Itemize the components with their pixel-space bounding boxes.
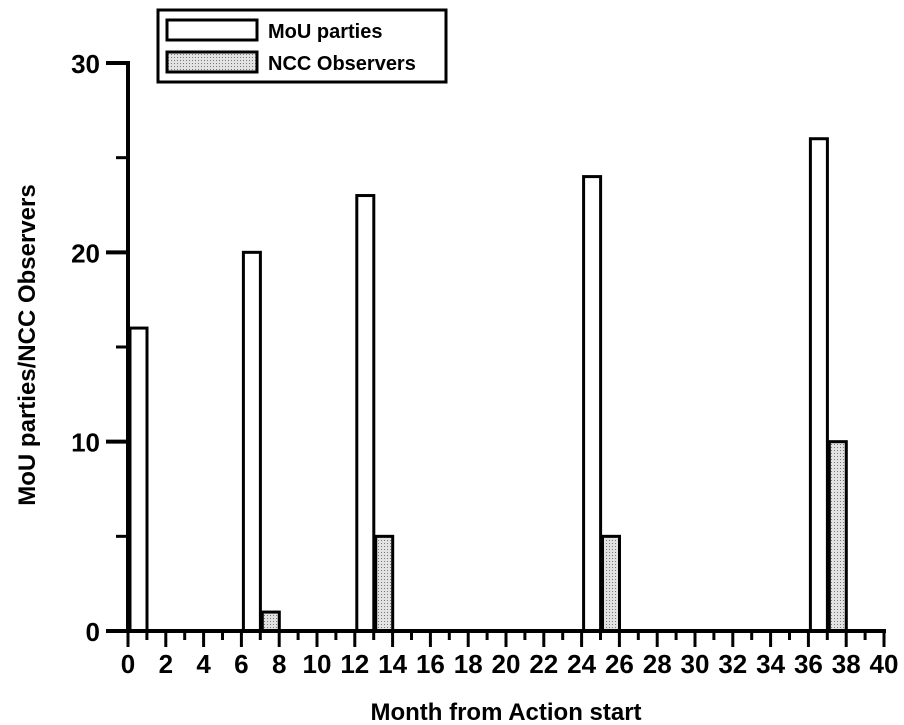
x-tick-label-6: 6 (234, 649, 248, 679)
x-tick-label-36: 36 (794, 649, 823, 679)
x-tick-label-14: 14 (378, 649, 407, 679)
x-tick-label-34: 34 (756, 649, 785, 679)
x-tick-label-28: 28 (643, 649, 672, 679)
x-tick-label-38: 38 (832, 649, 861, 679)
bar-ncc-observers-month-6 (260, 610, 281, 633)
y-tick-label-20: 20 (71, 238, 100, 268)
x-tick-label-2: 2 (159, 649, 173, 679)
x-tick-label-18: 18 (454, 649, 483, 679)
x-tick-label-40: 40 (870, 649, 899, 679)
bar-mou-parties-month-36 (808, 137, 829, 633)
bar-mou-parties-month-12 (355, 194, 376, 633)
x-tick-label-10: 10 (303, 649, 332, 679)
x-tick-label-20: 20 (492, 649, 521, 679)
x-tick-label-32: 32 (718, 649, 747, 679)
x-tick-label-26: 26 (605, 649, 634, 679)
legend: MoU parties NCC Observers (156, 8, 448, 84)
x-axis-label: Month from Action start (370, 699, 641, 725)
legend-label-mou-parties: MoU parties (268, 21, 382, 43)
x-tick-label-12: 12 (340, 649, 369, 679)
bar-ncc-observers-month-12 (374, 534, 395, 633)
legend-swatch-mou-parties (165, 18, 259, 42)
bar-mou-parties-month-24 (582, 175, 603, 633)
x-tick-label-0: 0 (121, 649, 135, 679)
bars-layer (128, 137, 848, 633)
y-axis-label: MoU parties/NCC Observers (14, 184, 41, 505)
legend-swatch-ncc-observers (165, 50, 259, 74)
x-tick-label-8: 8 (272, 649, 286, 679)
bar-ncc-observers-month-24 (601, 534, 621, 633)
y-tick-label-10: 10 (71, 428, 100, 458)
bar-mou-parties-month-0 (128, 326, 149, 633)
y-tick-label-0: 0 (86, 617, 100, 647)
y-tick-label-30: 30 (71, 49, 100, 79)
x-tick-label-30: 30 (681, 649, 710, 679)
x-tick-label-4: 4 (196, 649, 211, 679)
x-tick-label-22: 22 (529, 649, 558, 679)
x-tick-label-24: 24 (567, 649, 596, 679)
bar-mou-parties-month-6 (241, 250, 262, 633)
x-tick-label-16: 16 (416, 649, 445, 679)
legend-label-ncc-observers: NCC Observers (268, 53, 416, 75)
bar-ncc-observers-month-36 (827, 440, 848, 633)
